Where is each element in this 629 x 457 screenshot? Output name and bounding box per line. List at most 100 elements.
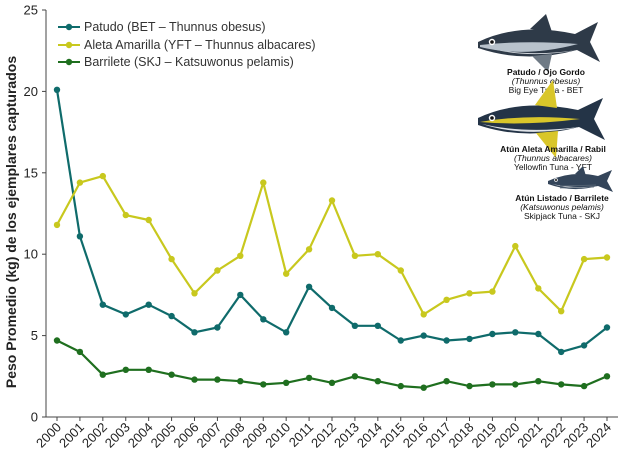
data-point — [305, 374, 313, 382]
data-point — [122, 366, 129, 373]
data-point — [580, 342, 588, 349]
data-point — [443, 337, 450, 344]
data-point — [397, 382, 404, 390]
data-point — [99, 301, 107, 308]
data-point — [535, 330, 542, 338]
data-point — [99, 172, 107, 180]
data-point — [214, 376, 221, 383]
data-point — [145, 301, 152, 308]
legend-item-barrilete: Barrilete (SKJ – Katsuwonus pelamis) — [58, 55, 294, 69]
data-point — [168, 255, 175, 263]
x-tick-label: 2022 — [537, 420, 568, 451]
y-tick-label: 5 — [31, 328, 38, 343]
data-point — [168, 312, 175, 320]
bigeye-tuna-illustration — [478, 14, 600, 72]
data-point — [603, 254, 611, 261]
x-tick-label: 2003 — [102, 420, 133, 451]
skipjack-tuna-illustration — [548, 166, 613, 192]
data-point — [260, 179, 267, 186]
x-tick-labels: 2000200120022003200420052006200720082009… — [33, 417, 614, 451]
data-point — [328, 304, 336, 312]
data-point — [351, 373, 359, 380]
caption-bigeye-scientific: (Thunnus obesus) — [512, 76, 581, 86]
y-tick-label: 10 — [24, 247, 38, 262]
data-point — [237, 252, 244, 259]
legend-item-aleta-amarilla: Aleta Amarilla (YFT – Thunnus albacares) — [58, 38, 316, 52]
data-point — [397, 337, 404, 344]
data-point — [76, 179, 84, 186]
data-point — [420, 332, 427, 339]
data-point — [512, 381, 519, 388]
data-point — [558, 381, 565, 388]
x-tick-label: 2018 — [446, 420, 477, 451]
x-tick-label: 2009 — [239, 420, 270, 451]
data-point — [283, 270, 290, 277]
data-point — [535, 285, 542, 292]
data-point — [260, 316, 267, 323]
data-point — [535, 378, 542, 385]
data-point — [191, 329, 198, 336]
data-point — [558, 308, 565, 315]
data-point — [53, 221, 61, 229]
data-point — [512, 242, 519, 250]
caption-skipjack-common: Skipjack Tuna - SKJ — [524, 211, 600, 221]
data-point — [603, 373, 611, 380]
data-point — [237, 378, 244, 385]
x-tick-label: 2023 — [560, 420, 591, 451]
data-point — [145, 366, 152, 373]
data-point — [558, 348, 565, 356]
x-tick-label: 2010 — [262, 420, 293, 451]
data-point — [145, 216, 152, 224]
data-point — [351, 322, 359, 329]
data-point — [122, 211, 129, 219]
caption-yellowfin-title: Atún Aleta Amarilla / Rabil — [500, 144, 606, 154]
x-tick-label: 2019 — [468, 420, 499, 451]
data-point — [420, 384, 427, 391]
series-1 — [53, 172, 611, 318]
legend-label-barrilete: Barrilete (SKJ – Katsuwonus pelamis) — [84, 55, 294, 69]
data-point — [466, 382, 473, 390]
x-tick-label: 2012 — [308, 420, 339, 451]
y-tick-label: 0 — [31, 410, 38, 425]
legend-item-patudo: Patudo (BET – Thunnus obesus) — [58, 20, 266, 34]
data-point — [374, 322, 381, 329]
data-point — [53, 86, 61, 94]
y-tick-label: 15 — [24, 165, 38, 180]
y-tick-label: 20 — [24, 84, 38, 99]
data-point — [283, 329, 290, 336]
data-point — [374, 251, 381, 258]
legend-label-patudo: Patudo (BET – Thunnus obesus) — [84, 20, 266, 34]
data-point — [466, 335, 473, 343]
caption-yellowfin: Atún Aleta Amarilla / Rabil (Thunnus alb… — [500, 144, 606, 172]
data-point — [328, 379, 336, 386]
caption-skipjack-title: Atún Listado / Barrilete — [515, 193, 609, 203]
caption-skipjack-scientific: (Katsuwonus pelamis) — [520, 202, 604, 212]
x-tick-label: 2016 — [400, 420, 431, 451]
data-point — [420, 311, 427, 318]
x-tick-label: 2002 — [79, 420, 110, 451]
data-point — [168, 371, 175, 378]
legend: Patudo (BET – Thunnus obesus) Aleta Amar… — [58, 20, 316, 69]
series-0 — [53, 86, 611, 356]
data-point — [214, 267, 221, 274]
x-tick-label: 2024 — [583, 420, 614, 451]
x-tick-label: 2020 — [491, 420, 522, 451]
data-point — [603, 324, 611, 331]
data-point — [214, 324, 221, 331]
legend-label-aleta-amarilla: Aleta Amarilla (YFT – Thunnus albacares) — [84, 38, 316, 52]
data-point — [305, 283, 313, 290]
data-point — [466, 290, 473, 297]
x-tick-label: 2013 — [331, 420, 362, 451]
data-point — [260, 381, 267, 388]
data-point — [580, 382, 588, 390]
y-tick-labels: 0 5 10 15 20 25 — [24, 3, 46, 425]
caption-skipjack: Atún Listado / Barrilete (Katsuwonus pel… — [515, 193, 609, 221]
data-point — [191, 290, 198, 297]
yellowfin-tuna-illustration — [478, 80, 605, 158]
data-point — [76, 233, 84, 240]
data-point — [580, 255, 588, 263]
data-point — [237, 291, 244, 299]
data-point — [374, 378, 381, 385]
data-point — [328, 197, 336, 204]
